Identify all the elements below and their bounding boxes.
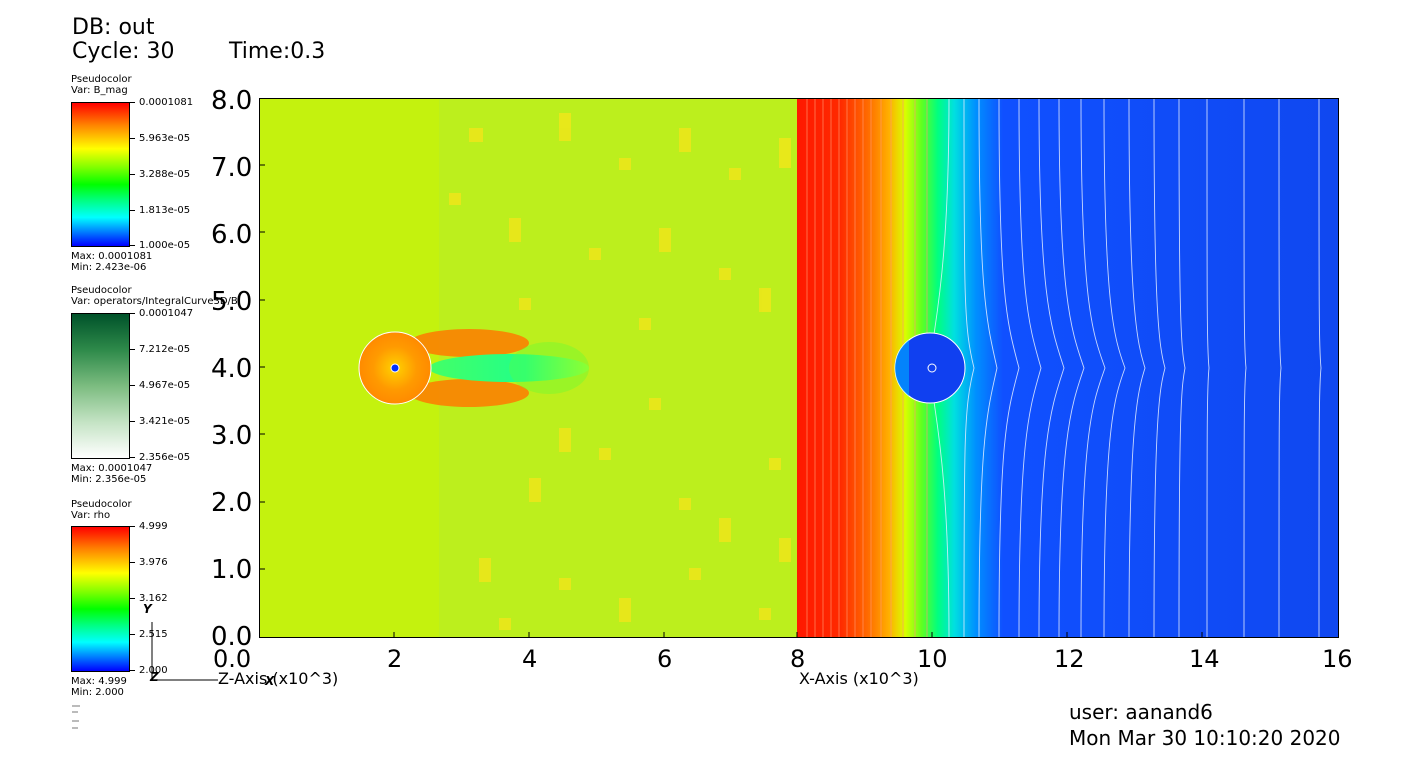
legend-var: Var: operators/IntegralCurve3D/B	[71, 296, 238, 307]
db-title: DB: out	[72, 15, 155, 40]
legend-tick: 4.967e-05	[139, 380, 191, 391]
debug-mark	[72, 720, 79, 722]
legend-tick: 2.515	[139, 629, 168, 640]
legend-tick: 4.999	[139, 521, 168, 532]
legend-tick: 1.000e-05	[139, 240, 191, 251]
x-tick: 10	[917, 645, 948, 673]
y-tick: 1.0	[211, 555, 253, 585]
legend-min: Min: 2.356e-05	[71, 474, 147, 485]
legend-min: Min: 2.423e-06	[71, 262, 147, 273]
x-tick: 16	[1322, 645, 1353, 673]
legend-tick: 0.0001081	[139, 97, 194, 108]
legend-plot-type: Pseudocolor	[71, 499, 132, 510]
legend-tick: 3.162	[139, 593, 168, 604]
legend-max: Max: 0.0001081	[71, 251, 153, 262]
legend-max: Max: 0.0001047	[71, 463, 153, 474]
triad-y-label: Y	[143, 602, 152, 616]
legend-max: Max: 4.999	[71, 676, 127, 687]
triad-z-label: Z	[150, 670, 159, 684]
x-axis-title: X-Axis (x10^3)	[799, 669, 919, 688]
legend-tick: 2.356e-05	[139, 452, 191, 463]
datetime-label: Mon Mar 30 10:10:20 2020	[1069, 726, 1341, 750]
x-tick: 8	[790, 645, 806, 673]
x-tick: 2	[387, 645, 403, 673]
y-tick: 2.0	[211, 488, 253, 518]
debug-mark	[72, 705, 80, 707]
triad-x-label: X	[265, 674, 275, 688]
y-tick: 5.0	[211, 287, 253, 317]
legend-tick: 1.813e-05	[139, 205, 191, 216]
legend-tick: 5.963e-05	[139, 133, 191, 144]
x-tick: 14	[1189, 645, 1220, 673]
debug-mark	[72, 727, 78, 729]
x-tick: 6	[657, 645, 673, 673]
legend-var: Var: B_mag	[71, 85, 128, 96]
y-tick: 3.0	[211, 421, 253, 451]
time-label: Time:0.3	[229, 39, 326, 64]
debug-mark	[72, 711, 78, 713]
z-axis-title: Z-Axis (x10^3)	[218, 669, 339, 688]
y-tick: 4.0	[211, 354, 253, 384]
cycle-label: Cycle: 30	[72, 39, 175, 64]
axis-triad	[151, 622, 218, 681]
legend-tick: 3.976	[139, 557, 168, 568]
user-label: user: aanand6	[1069, 700, 1213, 724]
legend-tick: 3.421e-05	[139, 416, 191, 427]
y-tick: 8.0	[211, 86, 253, 116]
y-tick: 6.0	[211, 220, 253, 250]
legend-tick: 0.0001047	[139, 308, 194, 319]
x-tick: 12	[1054, 645, 1085, 673]
legend-tick: 3.288e-05	[139, 169, 191, 180]
legend-colorbar	[71, 313, 130, 459]
legend-colorbar	[71, 526, 130, 672]
legend-tick: 7.212e-05	[139, 344, 191, 355]
x-tick: 0.0	[213, 645, 252, 673]
legend-tick: 2.000	[139, 665, 168, 676]
legend-var: Var: rho	[71, 510, 111, 521]
y-tick: 0.0	[211, 622, 253, 652]
legend-colorbar	[71, 102, 130, 247]
legend-plot-type: Pseudocolor	[71, 74, 132, 85]
x-tick: 4	[522, 645, 538, 673]
y-tick: 7.0	[211, 153, 253, 183]
plot-canvas	[259, 98, 1339, 638]
legend-plot-type: Pseudocolor	[71, 285, 132, 296]
legend-min: Min: 2.000	[71, 687, 124, 698]
